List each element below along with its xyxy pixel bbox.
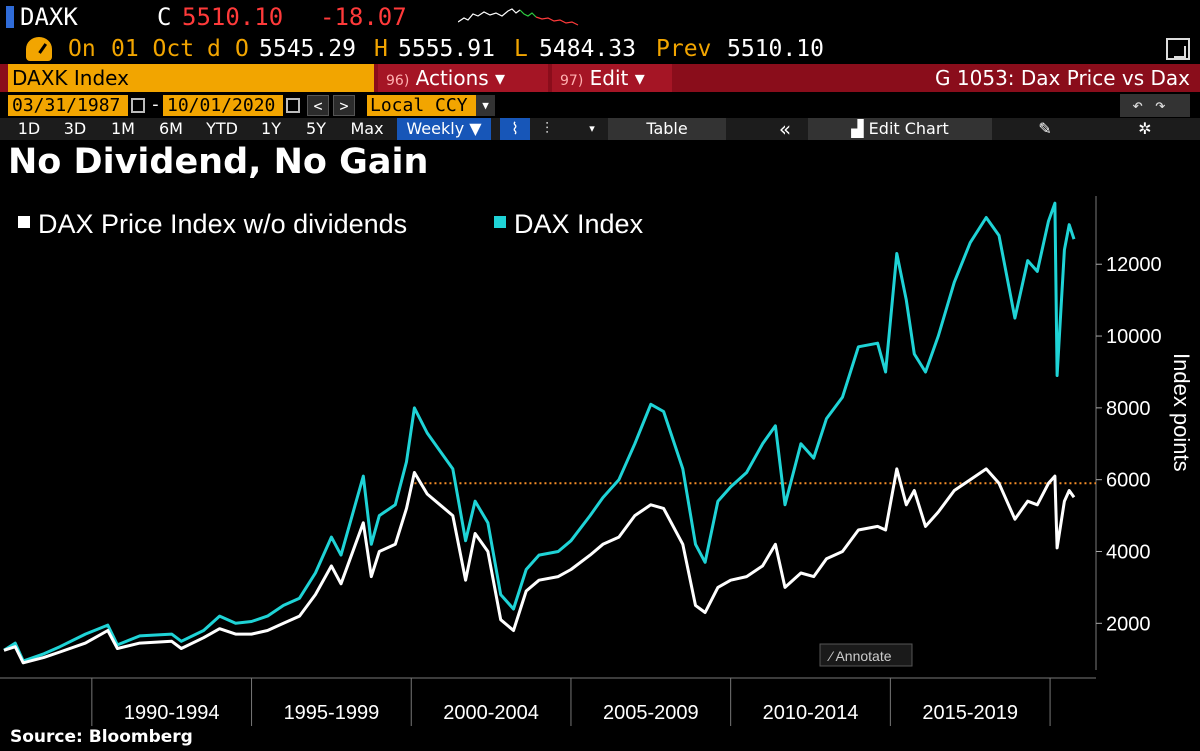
- legend-swatch: [18, 216, 30, 228]
- range-1d[interactable]: 1D: [17, 119, 41, 138]
- ticker-marker: [6, 6, 14, 28]
- currency-select[interactable]: Local CCY: [367, 95, 495, 116]
- date-separator: -: [150, 94, 161, 115]
- security-field[interactable]: DAXK Index: [8, 64, 374, 92]
- expand-icon[interactable]: [1166, 38, 1190, 60]
- y-tick-label: 2000: [1106, 613, 1151, 635]
- legend-label: DAX Index: [514, 209, 644, 239]
- on-label: On: [68, 36, 96, 62]
- range-3d[interactable]: 3D: [63, 119, 87, 138]
- prev-value: 5510.10: [727, 36, 824, 62]
- date-bar: 03/31/1987 - 10/01/2020 < > Local CCY ▼ …: [0, 94, 1200, 118]
- end-calendar-icon[interactable]: [286, 98, 300, 113]
- quote-date: 01 Oct: [111, 36, 195, 62]
- speedometer-icon[interactable]: [26, 37, 52, 61]
- line-chart[interactable]: 2000 4000 6000 8000 10000 12000 Index points 19…: [0, 186, 1200, 726]
- undo-redo-icons[interactable]: ↶↷: [1120, 94, 1190, 117]
- start-calendar-icon[interactable]: [131, 98, 145, 113]
- y-tick-label: 12000: [1106, 254, 1162, 276]
- close-label: C: [157, 3, 172, 31]
- previous-period-button[interactable]: <: [307, 95, 329, 116]
- x-tick-label: 1990-1994: [124, 702, 220, 724]
- chevron-down-icon[interactable]: ▼: [476, 95, 495, 116]
- range-ytd[interactable]: YTD: [206, 119, 238, 138]
- edit-menu-button[interactable]: 97) Edit ▾: [552, 64, 672, 92]
- range-max[interactable]: Max: [350, 119, 384, 138]
- high-value: 5555.91: [398, 36, 495, 62]
- start-date-input[interactable]: 03/31/1987: [8, 95, 128, 116]
- collapse-panel-button[interactable]: «: [778, 117, 792, 141]
- actions-menu-button[interactable]: 96) Actions ▾: [378, 64, 548, 92]
- edit-chart-button[interactable]: ▟ Edit Chart: [808, 118, 992, 140]
- x-tick-label: 2015-2019: [922, 702, 1018, 724]
- low-value: 5484.33: [539, 36, 636, 62]
- actions-menu-number: 96): [386, 73, 410, 89]
- range-bar: 1D 3D 1M 6M YTD 1Y 5Y Max Weekly ▼ ⌇ ⫶ ▾…: [0, 118, 1200, 140]
- ticker-symbol[interactable]: DAXK: [20, 3, 78, 31]
- prev-label: Prev: [656, 36, 712, 62]
- x-tick-label: 2010-2014: [763, 702, 859, 724]
- annotate-button[interactable]: ⁄ Annotate: [819, 643, 913, 667]
- edit-chart-label: Edit Chart: [868, 119, 949, 138]
- gear-icon[interactable]: ✲: [1138, 119, 1152, 138]
- range-1m[interactable]: 1M: [111, 119, 135, 138]
- intraday-sparkline: [458, 8, 579, 26]
- quote-bar: DAXK C 5510.10 -18.07: [0, 0, 1200, 34]
- y-tick-label: 8000: [1106, 398, 1151, 420]
- chart-type-dropdown-icon[interactable]: ▾: [589, 122, 595, 135]
- chart-id-title: G 1053: Dax Price vs Dax: [935, 66, 1190, 90]
- range-6m[interactable]: 6M: [159, 119, 183, 138]
- action-bar: DAXK Index 96) Actions ▾ 97) Edit ▾ G 10…: [0, 64, 1200, 92]
- change-value: -18.07: [320, 3, 407, 31]
- series-line-dax-index: [3, 201, 1076, 663]
- edit-chart-icon: ▟: [851, 119, 864, 138]
- end-date-input[interactable]: 10/01/2020: [163, 95, 283, 116]
- table-button[interactable]: Table: [608, 118, 726, 140]
- line-chart-icon[interactable]: ⌇: [500, 118, 530, 140]
- x-tick-label: 1995-1999: [284, 702, 380, 724]
- ohlc-bar: On 01 Oct d O 5545.29 H 5555.91 L 5484.3…: [0, 34, 1200, 64]
- annotate-pen-icon[interactable]: ✎: [1038, 119, 1052, 138]
- edit-menu-number: 97): [560, 73, 584, 89]
- legend-swatch: [494, 216, 506, 228]
- range-5y[interactable]: 5Y: [306, 119, 326, 138]
- next-period-button[interactable]: >: [333, 95, 355, 116]
- y-tick-label: 4000: [1106, 542, 1151, 564]
- legend-label: DAX Price Index w/o dividends: [38, 209, 407, 239]
- series-line-price-index: [3, 467, 1076, 665]
- open-label: O: [235, 36, 249, 62]
- annotate-label[interactable]: ⁄ Annotate: [827, 648, 892, 664]
- y-axis-label: Index points: [1169, 353, 1194, 472]
- high-label: H: [374, 36, 388, 62]
- y-tick-label: 6000: [1106, 470, 1151, 492]
- open-value: 5545.29: [259, 36, 356, 62]
- edit-menu-label: Edit ▾: [589, 66, 645, 90]
- x-tick-label: 2000-2004: [443, 702, 539, 724]
- chart-title: No Dividend, No Gain: [8, 142, 429, 182]
- x-tick-label: 2005-2009: [603, 702, 699, 724]
- annotate-button-bg[interactable]: [819, 643, 913, 667]
- bar-style-icon[interactable]: ⫶: [544, 119, 549, 138]
- period-select[interactable]: Weekly ▼: [397, 118, 491, 140]
- quote-frequency: d: [207, 36, 221, 62]
- y-tick-label: 10000: [1106, 326, 1162, 348]
- source-note: Source: Bloomberg: [10, 727, 193, 747]
- close-value: 5510.10: [182, 3, 284, 31]
- range-1y[interactable]: 1Y: [261, 119, 281, 138]
- low-label: L: [514, 36, 528, 62]
- actions-menu-label: Actions ▾: [415, 66, 506, 90]
